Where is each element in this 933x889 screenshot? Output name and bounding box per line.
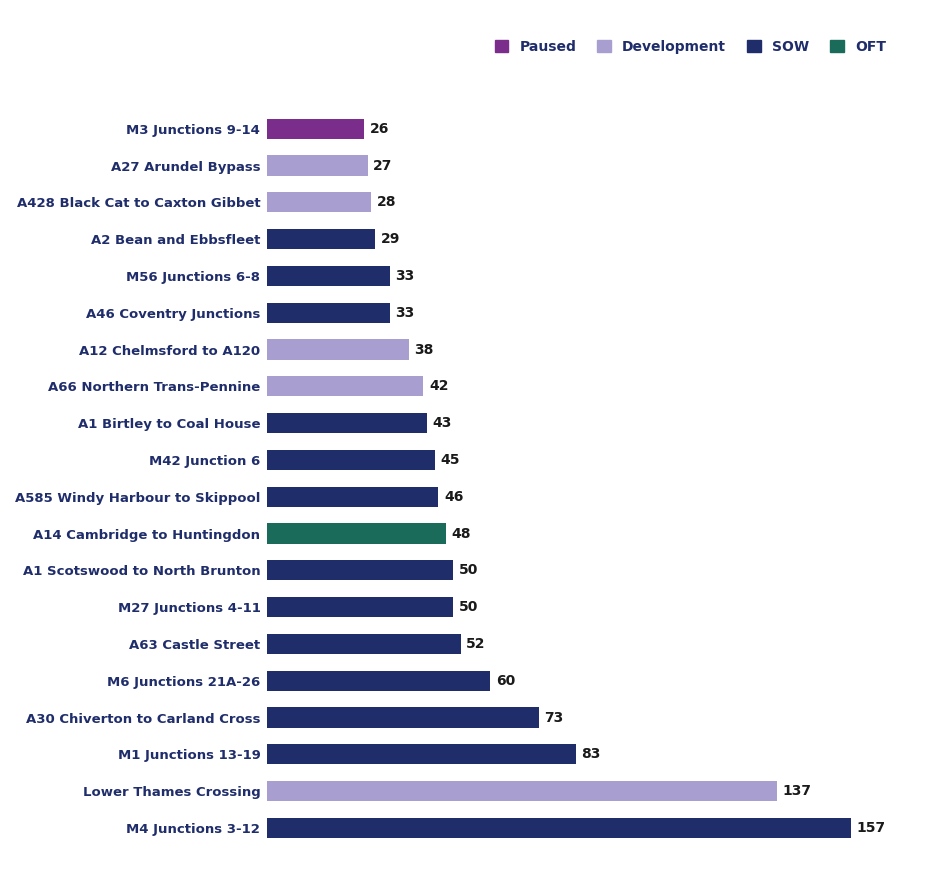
Text: 50: 50 (459, 600, 479, 614)
Text: 38: 38 (414, 342, 434, 356)
Text: 45: 45 (440, 453, 460, 467)
Bar (268, 634, 461, 654)
Bar (268, 818, 851, 838)
Bar (268, 524, 446, 544)
Text: 52: 52 (466, 637, 486, 651)
Bar (268, 340, 409, 360)
Text: 42: 42 (429, 380, 449, 393)
Legend: Paused, Development, SOW, OFT: Paused, Development, SOW, OFT (489, 34, 892, 60)
Bar (268, 597, 453, 617)
Bar (268, 781, 776, 801)
Bar (268, 156, 368, 176)
Bar (268, 744, 576, 765)
Text: 137: 137 (782, 784, 812, 798)
Bar (268, 450, 435, 470)
Bar (268, 192, 371, 212)
Bar (268, 266, 390, 286)
Text: 48: 48 (452, 526, 471, 541)
Bar (268, 376, 424, 396)
Text: 33: 33 (396, 306, 415, 320)
Bar (268, 486, 439, 507)
Bar (268, 229, 375, 249)
Text: 43: 43 (433, 416, 453, 430)
Text: 50: 50 (459, 564, 479, 577)
Text: 46: 46 (444, 490, 464, 504)
Text: 29: 29 (381, 232, 400, 246)
Text: 28: 28 (377, 196, 397, 209)
Bar (268, 560, 453, 581)
Text: 73: 73 (544, 710, 564, 725)
Text: 60: 60 (496, 674, 515, 688)
Bar (268, 708, 538, 727)
Bar (268, 413, 427, 433)
Bar (268, 118, 364, 139)
Text: 26: 26 (369, 122, 389, 136)
Text: 33: 33 (396, 269, 415, 283)
Bar (268, 302, 390, 323)
Text: 83: 83 (581, 748, 601, 761)
Bar (268, 670, 491, 691)
Text: 27: 27 (373, 158, 393, 172)
Text: 157: 157 (856, 821, 885, 835)
